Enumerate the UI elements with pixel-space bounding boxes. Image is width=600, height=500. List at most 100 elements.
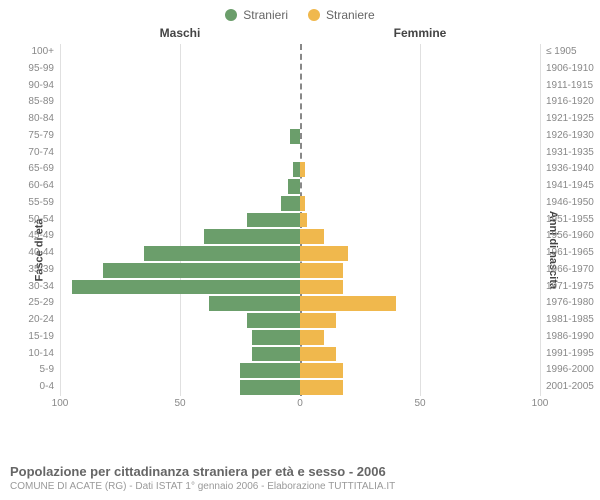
bar-male	[240, 380, 300, 395]
pyramid-row: 60-641941-1945	[60, 178, 540, 195]
legend-male: Stranieri	[225, 8, 288, 22]
pyramid-row: 30-341971-1975	[60, 279, 540, 296]
bar-female	[300, 330, 324, 345]
x-axis: 10050050100	[60, 398, 540, 412]
column-title-male: Maschi	[160, 26, 201, 40]
footer: Popolazione per cittadinanza straniera p…	[10, 464, 395, 492]
birth-label: 1921-1925	[540, 111, 594, 126]
pyramid-row: 15-191986-1990	[60, 329, 540, 346]
pyramid-row: 80-841921-1925	[60, 111, 540, 128]
bar-female	[300, 213, 307, 228]
birth-label: 1966-1970	[540, 262, 594, 277]
age-label: 0-4	[40, 379, 60, 394]
bar-female	[300, 363, 343, 378]
birth-label: 1961-1965	[540, 245, 594, 260]
birth-label: 2001-2005	[540, 379, 594, 394]
birth-label: 1996-2000	[540, 362, 594, 377]
birth-label: 1946-1950	[540, 195, 594, 210]
age-label: 70-74	[28, 145, 60, 160]
bar-female	[300, 313, 336, 328]
age-label: 15-19	[28, 329, 60, 344]
bar-male	[290, 129, 300, 144]
age-label: 85-89	[28, 94, 60, 109]
bar-male	[252, 330, 300, 345]
bar-male	[103, 263, 300, 278]
age-label: 75-79	[28, 128, 60, 143]
chart: Maschi Femmine 100+≤ 190595-991906-19109…	[60, 26, 540, 426]
pyramid-row: 10-141991-1995	[60, 346, 540, 363]
birth-label: 1941-1945	[540, 178, 594, 193]
legend-male-label: Stranieri	[243, 8, 288, 22]
plot-area: 100+≤ 190595-991906-191090-941911-191585…	[60, 44, 540, 396]
pyramid-row: 5-91996-2000	[60, 362, 540, 379]
birth-label: 1951-1955	[540, 212, 594, 227]
x-tick: 100	[532, 398, 549, 409]
pyramid-row: 65-691936-1940	[60, 161, 540, 178]
bar-male	[204, 229, 300, 244]
birth-label: 1971-1975	[540, 279, 594, 294]
age-label: 45-49	[28, 228, 60, 243]
bar-male	[72, 280, 300, 295]
age-label: 100+	[31, 44, 60, 59]
pyramid-row: 0-42001-2005	[60, 379, 540, 396]
pyramid-row: 40-441961-1965	[60, 245, 540, 262]
bar-male	[144, 246, 300, 261]
age-label: 95-99	[28, 61, 60, 76]
swatch-female	[308, 9, 320, 21]
pyramid-row: 55-591946-1950	[60, 195, 540, 212]
footer-title: Popolazione per cittadinanza straniera p…	[10, 464, 395, 479]
legend: Stranieri Straniere	[0, 0, 600, 22]
age-label: 25-29	[28, 295, 60, 310]
pyramid-row: 75-791926-1930	[60, 128, 540, 145]
pyramid-row: 35-391966-1970	[60, 262, 540, 279]
x-tick: 100	[52, 398, 69, 409]
bar-female	[300, 263, 343, 278]
pyramid-row: 100+≤ 1905	[60, 44, 540, 61]
birth-label: 1911-1915	[540, 78, 593, 93]
column-title-female: Femmine	[394, 26, 447, 40]
bar-male	[252, 347, 300, 362]
pyramid-row: 20-241981-1985	[60, 312, 540, 329]
bar-male	[293, 162, 300, 177]
bar-female	[300, 162, 305, 177]
footer-subtitle: COMUNE DI ACATE (RG) - Dati ISTAT 1° gen…	[10, 481, 395, 492]
age-label: 60-64	[28, 178, 60, 193]
bar-female	[300, 246, 348, 261]
pyramid-row: 50-541951-1955	[60, 212, 540, 229]
age-label: 50-54	[28, 212, 60, 227]
birth-label: 1976-1980	[540, 295, 594, 310]
bar-female	[300, 380, 343, 395]
age-label: 30-34	[28, 279, 60, 294]
birth-label: 1906-1910	[540, 61, 594, 76]
bar-male	[288, 179, 300, 194]
birth-label: 1931-1935	[540, 145, 594, 160]
birth-label: 1916-1920	[540, 94, 594, 109]
pyramid-row: 25-291976-1980	[60, 295, 540, 312]
age-label: 65-69	[28, 161, 60, 176]
legend-female-label: Straniere	[326, 8, 375, 22]
birth-label: 1986-1990	[540, 329, 594, 344]
bar-female	[300, 280, 343, 295]
bar-female	[300, 229, 324, 244]
legend-female: Straniere	[308, 8, 375, 22]
bar-female	[300, 347, 336, 362]
pyramid-row: 90-941911-1915	[60, 78, 540, 95]
birth-label: 1936-1940	[540, 161, 594, 176]
birth-label: 1926-1930	[540, 128, 594, 143]
bar-male	[281, 196, 300, 211]
pyramid-row: 95-991906-1910	[60, 61, 540, 78]
birth-label: 1956-1960	[540, 228, 594, 243]
birth-label: 1981-1985	[540, 312, 594, 327]
age-label: 80-84	[28, 111, 60, 126]
swatch-male	[225, 9, 237, 21]
age-label: 10-14	[28, 346, 60, 361]
bar-male	[209, 296, 300, 311]
age-label: 20-24	[28, 312, 60, 327]
age-label: 55-59	[28, 195, 60, 210]
bar-female	[300, 296, 396, 311]
age-label: 5-9	[40, 362, 60, 377]
age-label: 40-44	[28, 245, 60, 260]
age-label: 90-94	[28, 78, 60, 93]
birth-label: ≤ 1905	[540, 44, 577, 59]
bar-male	[247, 313, 300, 328]
